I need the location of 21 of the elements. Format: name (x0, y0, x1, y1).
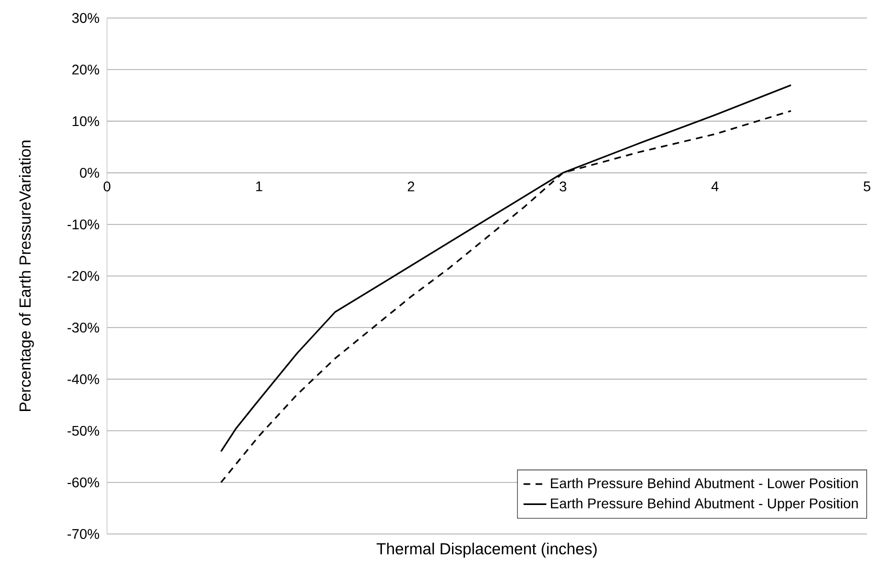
x-axis-title: Thermal Displacement (inches) (376, 542, 597, 558)
y-tick-label: -70% (68, 529, 100, 539)
y-tick-label: 0% (80, 168, 100, 178)
x-tick-label: 3 (560, 182, 566, 192)
legend-label: Earth Pressure Behind Abutment - Lower Position (550, 478, 858, 488)
y-tick-label: -20% (68, 271, 100, 281)
x-tick-label: 2 (408, 182, 414, 192)
x-tick-label: 5 (864, 182, 870, 192)
y-tick-label: -50% (68, 426, 100, 436)
y-tick-label: -40% (68, 374, 100, 384)
y-tick-label: -30% (68, 322, 100, 333)
x-tick-label: 0 (104, 182, 110, 192)
y-tick-label: 30% (72, 13, 100, 23)
y-tick-label: 10% (72, 116, 100, 126)
y-axis-title: Percentage of Earth PressureVariation (18, 140, 34, 412)
y-tick-label: -60% (68, 477, 100, 488)
x-tick-label: 4 (711, 182, 718, 192)
legend-label: Earth Pressure Behind Abutment - Upper Position (550, 498, 858, 512)
y-tick-label: 20% (72, 64, 100, 75)
y-tick-label: -10% (68, 219, 100, 230)
x-tick-label: 1 (256, 182, 262, 192)
